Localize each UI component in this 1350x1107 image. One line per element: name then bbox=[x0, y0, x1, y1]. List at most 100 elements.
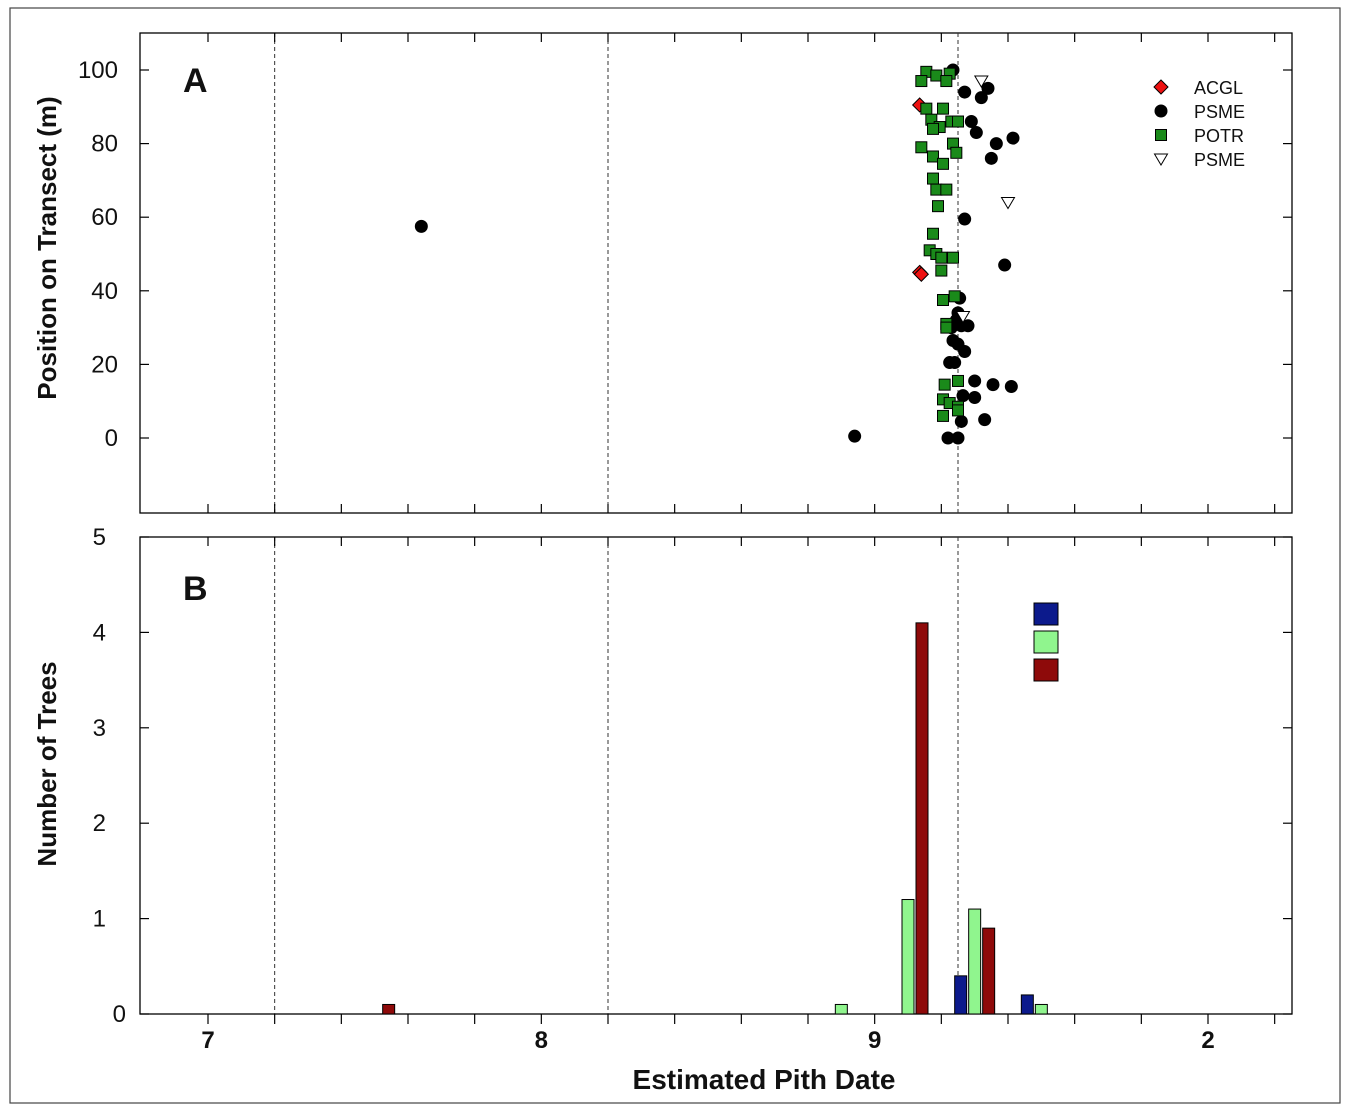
histogram-bar bbox=[1020, 994, 1034, 1015]
panel-b-y-tick-label: 4 bbox=[93, 619, 106, 646]
legend-label: PSME bbox=[1194, 102, 1245, 122]
scatter-point-potr-square bbox=[940, 183, 953, 196]
scatter-point-psme-triangle-down bbox=[1000, 196, 1016, 210]
scatter-point-potr-square bbox=[930, 183, 943, 196]
legend-swatch bbox=[1033, 630, 1059, 654]
panel-b-x-tick-label: 9 bbox=[868, 1027, 881, 1054]
histogram-bar bbox=[982, 927, 996, 1015]
scatter-point-psme-circle bbox=[1006, 131, 1020, 145]
panel-a-legend: ACGL PSME POTR PSME bbox=[1153, 78, 1245, 170]
legend-marker-square bbox=[1155, 129, 1167, 141]
histogram-bar bbox=[968, 908, 982, 1015]
scatter-point-potr-square bbox=[948, 290, 961, 303]
panel-a-label: A bbox=[183, 62, 208, 100]
scatter-point-psme-circle bbox=[958, 85, 972, 99]
scatter-point-psme-circle bbox=[981, 81, 995, 95]
panel-a: A Position on Transect (m) 020406080100 … bbox=[32, 32, 1293, 514]
scatter-point-psme-triangle-down bbox=[973, 75, 989, 89]
scatter-point-psme-circle bbox=[1004, 379, 1018, 393]
scatter-point-psme-circle bbox=[961, 319, 975, 333]
scatter-point-potr-square bbox=[932, 200, 944, 213]
legend-label: ACGL bbox=[1194, 78, 1243, 98]
legend-label: POTR bbox=[1194, 126, 1244, 146]
scatter-point-psme-circle bbox=[958, 212, 972, 226]
scatter-point-potr-square bbox=[927, 172, 939, 185]
scatter-point-potr-square bbox=[938, 378, 951, 391]
panel-b-y-tick-label: 3 bbox=[93, 715, 106, 742]
panel-a-ylabel: Position on Transect (m) bbox=[32, 96, 62, 399]
legend-marker-diamond bbox=[1153, 79, 1169, 95]
scatter-point-potr-square bbox=[935, 264, 948, 277]
scatter-point-psme-circle bbox=[984, 151, 998, 165]
scatter-point-psme-circle bbox=[978, 413, 992, 427]
legend-marker-triangle-down bbox=[1153, 153, 1169, 166]
panel-b-y-tick-label: 5 bbox=[93, 524, 106, 551]
scatter-point-potr-square bbox=[920, 102, 933, 115]
scatter-point-potr-square bbox=[935, 251, 948, 264]
histogram-bar bbox=[1034, 1003, 1048, 1015]
scatter-point-psme-triangle-down bbox=[955, 311, 971, 324]
scatter-point-psme-circle bbox=[954, 414, 968, 428]
scatter-point-potr-square bbox=[915, 75, 928, 88]
panel-a-y-tick-label: 40 bbox=[91, 278, 118, 305]
panel-b-y-tick-label: 2 bbox=[93, 810, 106, 837]
scatter-point-psme-circle bbox=[948, 356, 962, 370]
scatter-point-potr-square bbox=[940, 321, 953, 334]
scatter-point-psme-circle bbox=[951, 431, 965, 445]
panel-b: B Number of Trees Estimated Pith Date 0 1… bbox=[32, 524, 1293, 1095]
panel-a-y-tick-label: 100 bbox=[78, 57, 118, 84]
scatter-point-psme-circle bbox=[968, 391, 982, 405]
scatter-point-psme-circle bbox=[986, 378, 1000, 392]
panel-b-frame bbox=[139, 536, 1293, 1015]
legend-swatch bbox=[1033, 602, 1059, 626]
scatter-point-potr-square bbox=[927, 122, 939, 135]
scatter-point-potr-square bbox=[952, 374, 964, 387]
scatter-point-potr-square bbox=[915, 141, 928, 154]
legend-swatch bbox=[1033, 658, 1059, 682]
scatter-point-psme-circle bbox=[848, 429, 862, 443]
scatter-point-potr-square bbox=[940, 75, 953, 88]
scatter-point-potr-square bbox=[947, 251, 959, 264]
scatter-point-psme-circle bbox=[968, 374, 982, 388]
panel-a-y-tick-label: 80 bbox=[91, 131, 118, 158]
scatter-point-potr-square bbox=[950, 146, 963, 159]
scatter-point-psme-circle bbox=[998, 258, 1012, 272]
scatter-point-psme-circle bbox=[989, 137, 1003, 151]
panel-b-x-tick-label: 2 bbox=[1201, 1027, 1214, 1054]
scatter-point-psme-circle bbox=[974, 91, 988, 105]
panel-b-xlabel: Estimated Pith Date bbox=[633, 1064, 896, 1095]
panel-a-y-tick-label: 60 bbox=[91, 204, 118, 231]
panel-a-y-tick-label: 0 bbox=[105, 425, 118, 452]
panel-b-label: B bbox=[183, 570, 208, 608]
scatter-point-psme-circle bbox=[969, 126, 983, 140]
scatter-point-psme-circle bbox=[956, 389, 970, 403]
panel-b-y-tick-label: 1 bbox=[93, 906, 106, 933]
scatter-point-psme-circle bbox=[414, 219, 428, 233]
histogram-bar bbox=[834, 1003, 848, 1015]
panel-a-frame bbox=[139, 32, 1293, 514]
scatter-point-potr-square bbox=[927, 150, 939, 163]
scatter-point-potr-square bbox=[937, 157, 949, 170]
scatter-point-potr-square bbox=[930, 69, 943, 82]
figure-frame bbox=[9, 7, 1341, 1104]
histogram-bar bbox=[382, 1003, 396, 1015]
scatter-point-potr-square bbox=[937, 294, 949, 306]
panel-b-legend bbox=[1033, 602, 1059, 682]
panel-a-y-tick-label: 20 bbox=[91, 351, 118, 378]
scatter-point-potr-square bbox=[937, 102, 949, 115]
histogram-bar bbox=[954, 975, 968, 1015]
scatter-point-psme-circle bbox=[958, 345, 972, 359]
panel-b-y-tick-label: 0 bbox=[113, 1001, 126, 1028]
panel-b-x-tick-label: 8 bbox=[535, 1027, 548, 1054]
legend-marker-circle bbox=[1154, 104, 1168, 118]
scatter-point-acgl-diamond bbox=[913, 266, 930, 282]
histogram-bar bbox=[901, 899, 915, 1015]
panel-b-x-tick-label: 7 bbox=[201, 1027, 214, 1054]
scatter-point-potr-square bbox=[952, 404, 964, 417]
panel-b-ylabel: Number of Trees bbox=[32, 661, 62, 866]
scatter-point-psme-circle bbox=[964, 115, 978, 129]
histogram-bar bbox=[915, 622, 929, 1015]
scatter-point-potr-square bbox=[927, 227, 939, 240]
